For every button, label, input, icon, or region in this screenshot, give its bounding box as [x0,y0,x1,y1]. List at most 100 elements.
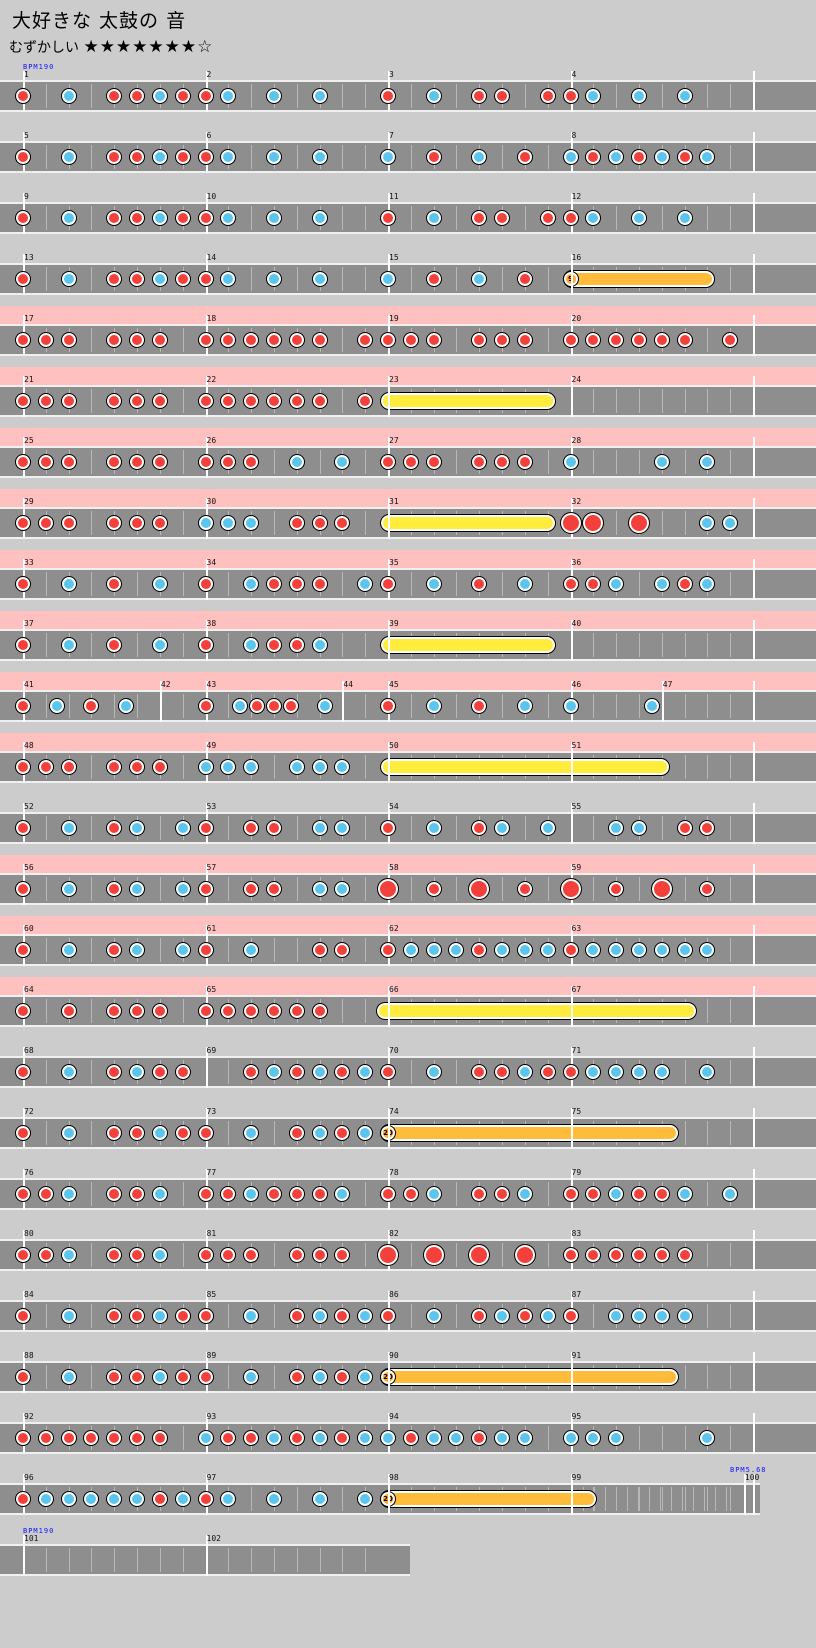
ka-note [151,637,168,653]
ka-note [220,149,237,165]
beat-line [547,572,549,596]
gogo-band [0,672,816,690]
ka-note [722,515,739,531]
beat-line [114,1548,116,1572]
ka-note [151,210,168,226]
don-note [630,149,647,165]
ka-note [60,1186,77,1202]
don-note [676,576,693,592]
don-note [471,454,488,470]
ka-note [585,1430,602,1446]
don-note [380,1308,396,1324]
beat-line [342,206,344,230]
chart-row: 60 61 62 63 [0,916,816,968]
beat-line [45,1060,47,1084]
don-note [174,1308,191,1324]
beat-line [273,938,275,962]
ka-note [243,759,260,775]
don-note [380,820,396,836]
don-note [539,88,556,104]
beat-line [365,206,367,230]
don-note [197,881,214,897]
don-note [60,454,77,470]
don-note [151,1003,168,1019]
bar-line [388,498,390,539]
chart-row: 2088899091 [0,1343,816,1395]
don-note [425,332,442,348]
beat-line [456,267,458,291]
chart-row: 64 65 66 67 [0,977,816,1029]
ka-note [539,820,556,836]
beat-line [616,694,618,718]
don-note [106,1125,123,1141]
ka-note [37,1491,54,1507]
bar-line [753,986,755,1027]
don-note [562,1186,579,1202]
drumroll [380,392,556,410]
don-note [494,210,511,226]
beat-line [502,1243,504,1267]
ka-note [380,1430,396,1446]
don-note [106,149,123,165]
beat-line [410,1060,412,1084]
don-note [516,881,533,897]
beat-line [456,1182,458,1206]
beat-line [637,1487,639,1511]
don-note [425,881,442,897]
beat-line [730,450,732,474]
don-note [585,149,602,165]
big-don-note [468,878,491,900]
don-note [288,515,305,531]
don-note [471,942,488,958]
beat-line [91,938,93,962]
don-note [129,1186,146,1202]
don-note [83,698,100,714]
beat-line [182,1548,184,1572]
don-note [106,1064,123,1080]
bar-line [753,1047,755,1088]
don-note [151,1491,168,1507]
beat-line [547,267,549,291]
ka-note [83,1491,100,1507]
don-note [106,820,123,836]
don-note [288,1369,305,1385]
ka-note [311,1125,328,1141]
don-note [380,88,396,104]
beat-line [616,84,618,108]
beat-line [273,1243,275,1267]
measure-number: 73 [206,1107,217,1116]
beat-line [524,206,526,230]
beat-line [524,84,526,108]
bar-line [753,803,755,844]
beat-line [45,938,47,962]
ka-note [357,1125,374,1141]
ka-note [494,820,511,836]
measure-number: 40 [571,619,582,628]
measure-number: 92 [24,1412,34,1421]
measure-number: 2 [206,70,212,79]
ka-note [676,942,693,958]
don-note [37,1186,54,1202]
beat-line [638,877,640,901]
measure-number: 5 [24,131,29,140]
don-note [699,820,716,836]
measure-number: 8 [571,131,577,140]
don-note [15,515,31,531]
measure-number: 9 [24,192,29,201]
don-note [129,393,146,409]
beat-line [456,450,458,474]
beat-line [730,877,732,901]
beat-line [502,145,504,169]
don-note [106,88,123,104]
big-don-note [650,878,673,900]
measure-number: 82 [389,1229,399,1238]
don-note [15,1125,31,1141]
don-note [37,1430,54,1446]
beat-line [456,1060,458,1084]
don-note [562,332,579,348]
don-note [106,1186,123,1202]
ka-note [311,1369,328,1385]
ka-note [151,149,168,165]
bpm-label: BPM190 [23,63,55,71]
bar-line [753,315,755,356]
